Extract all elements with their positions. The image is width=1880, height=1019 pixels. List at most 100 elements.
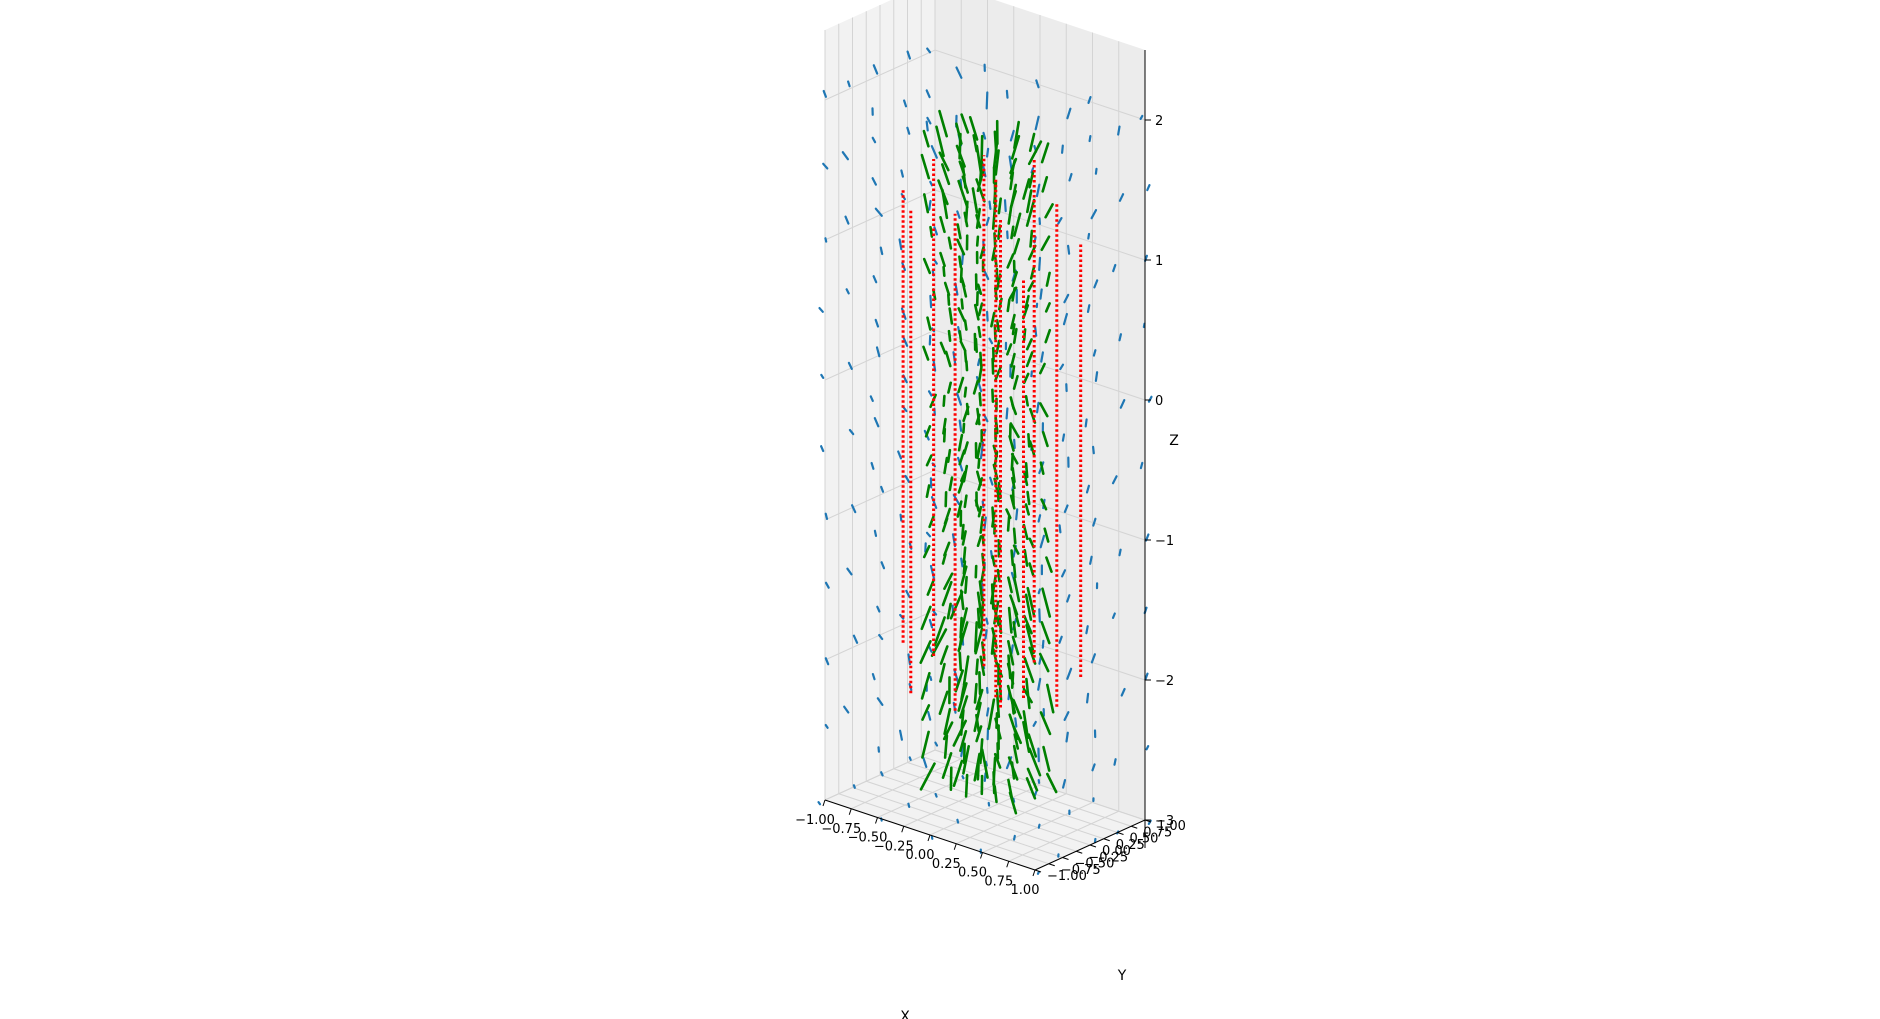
green-arrow <box>1008 286 1018 300</box>
green-arrow <box>1011 270 1019 288</box>
green-arrow <box>920 671 931 700</box>
green-arrow <box>977 457 981 470</box>
x-tick-mark <box>875 817 878 824</box>
x-tick-mark <box>1006 861 1010 868</box>
x-tick-label: 0.75 <box>984 874 1013 889</box>
green-arrow <box>1008 434 1015 452</box>
blue-arrow <box>1147 819 1152 826</box>
blue-arrow <box>1032 720 1037 727</box>
green-arrow <box>921 704 931 721</box>
green-arrow <box>976 407 981 426</box>
green-arrow <box>973 303 980 321</box>
green-arrow <box>1006 253 1015 269</box>
green-arrow <box>1013 120 1021 150</box>
green-arrow <box>1010 476 1016 490</box>
blue-arrow <box>984 629 988 640</box>
blue-arrow <box>902 99 908 108</box>
green-arrow <box>975 235 980 247</box>
green-arrow <box>1025 338 1033 351</box>
green-arrow <box>939 645 949 665</box>
green-arrow <box>943 734 949 759</box>
green-arrow <box>1009 189 1018 209</box>
blue-arrow <box>1092 349 1097 357</box>
green-arrow <box>1024 394 1029 407</box>
green-arrow <box>994 659 1004 678</box>
blue-arrow <box>1012 834 1016 841</box>
green-arrow <box>941 580 953 607</box>
green-arrow <box>922 257 932 275</box>
red-current-line-series <box>901 155 1083 711</box>
z-axis-label: Z <box>1169 433 1179 449</box>
y-tick-mark <box>1048 863 1055 867</box>
blue-arrow <box>1112 263 1117 273</box>
green-arrow <box>960 298 964 310</box>
green-arrow <box>973 621 979 653</box>
green-arrow <box>960 523 965 540</box>
blue-arrow <box>1091 763 1096 772</box>
blue-arrow <box>988 337 994 345</box>
green-arrow <box>957 479 964 494</box>
green-arrow <box>946 448 952 464</box>
green-arrow <box>991 203 997 230</box>
green-arrow <box>1012 576 1021 603</box>
green-arrow <box>1013 733 1020 750</box>
green-arrow <box>941 552 947 565</box>
blue-arrow <box>1118 548 1122 557</box>
blue-arrow <box>1038 656 1042 665</box>
green-arrow <box>974 499 980 512</box>
green-arrow <box>976 535 983 548</box>
x-axis-label: X <box>900 1009 910 1019</box>
green-arrow <box>1011 635 1020 656</box>
green-arrow <box>1013 212 1022 237</box>
green-arrow <box>978 580 984 602</box>
blue-arrow <box>1094 371 1099 382</box>
blue-arrow <box>1144 672 1149 681</box>
blue-arrow <box>1037 823 1041 829</box>
blue-arrow <box>1111 612 1116 620</box>
blue-arrow <box>880 561 886 570</box>
green-arrow <box>920 153 931 180</box>
green-arrow <box>1023 656 1035 684</box>
blue-arrow <box>870 461 875 470</box>
green-arrow <box>958 329 963 342</box>
green-arrow <box>1025 623 1035 655</box>
blue-arrow <box>908 756 912 762</box>
blue-arrow <box>1034 115 1040 131</box>
green-arrow <box>926 316 932 331</box>
blue-arrow <box>1118 193 1125 202</box>
blue-arrow <box>985 91 989 110</box>
green-arrow <box>991 506 995 524</box>
blue-arrow <box>1085 484 1091 494</box>
blue-arrow <box>874 318 880 328</box>
green-arrow <box>975 658 979 676</box>
blue-arrow <box>898 238 903 251</box>
green-arrow <box>930 628 948 658</box>
green-arrow <box>1007 208 1013 225</box>
green-arrow <box>1028 171 1035 189</box>
green-arrow <box>1044 203 1054 219</box>
blue-arrow <box>1061 433 1066 442</box>
blue-arrow <box>1065 731 1069 743</box>
green-arrow <box>980 748 989 779</box>
blue-arrow <box>927 710 932 721</box>
green-arrow <box>954 669 965 693</box>
z-tick-label: 0 <box>1155 394 1163 409</box>
blue-arrow <box>926 116 932 125</box>
z-tick-label: −1 <box>1155 534 1174 549</box>
blue-arrow <box>871 672 876 681</box>
green-arrow <box>975 725 983 743</box>
x-tick-label: −1.00 <box>795 813 835 828</box>
z-tick-label: 2 <box>1155 114 1163 129</box>
green-arrow <box>1044 328 1052 344</box>
green-arrow <box>962 422 966 434</box>
green-arrow <box>1045 271 1051 287</box>
blue-arrow <box>934 792 938 798</box>
blue-arrow <box>1009 129 1015 142</box>
green-arrow <box>1043 527 1050 543</box>
blue-arrow <box>824 512 829 521</box>
green-arrow <box>959 340 967 353</box>
floor-grid-line <box>982 802 1093 853</box>
blue-arrow <box>930 145 938 159</box>
green-arrow <box>943 707 952 736</box>
green-arrow <box>1006 684 1017 714</box>
